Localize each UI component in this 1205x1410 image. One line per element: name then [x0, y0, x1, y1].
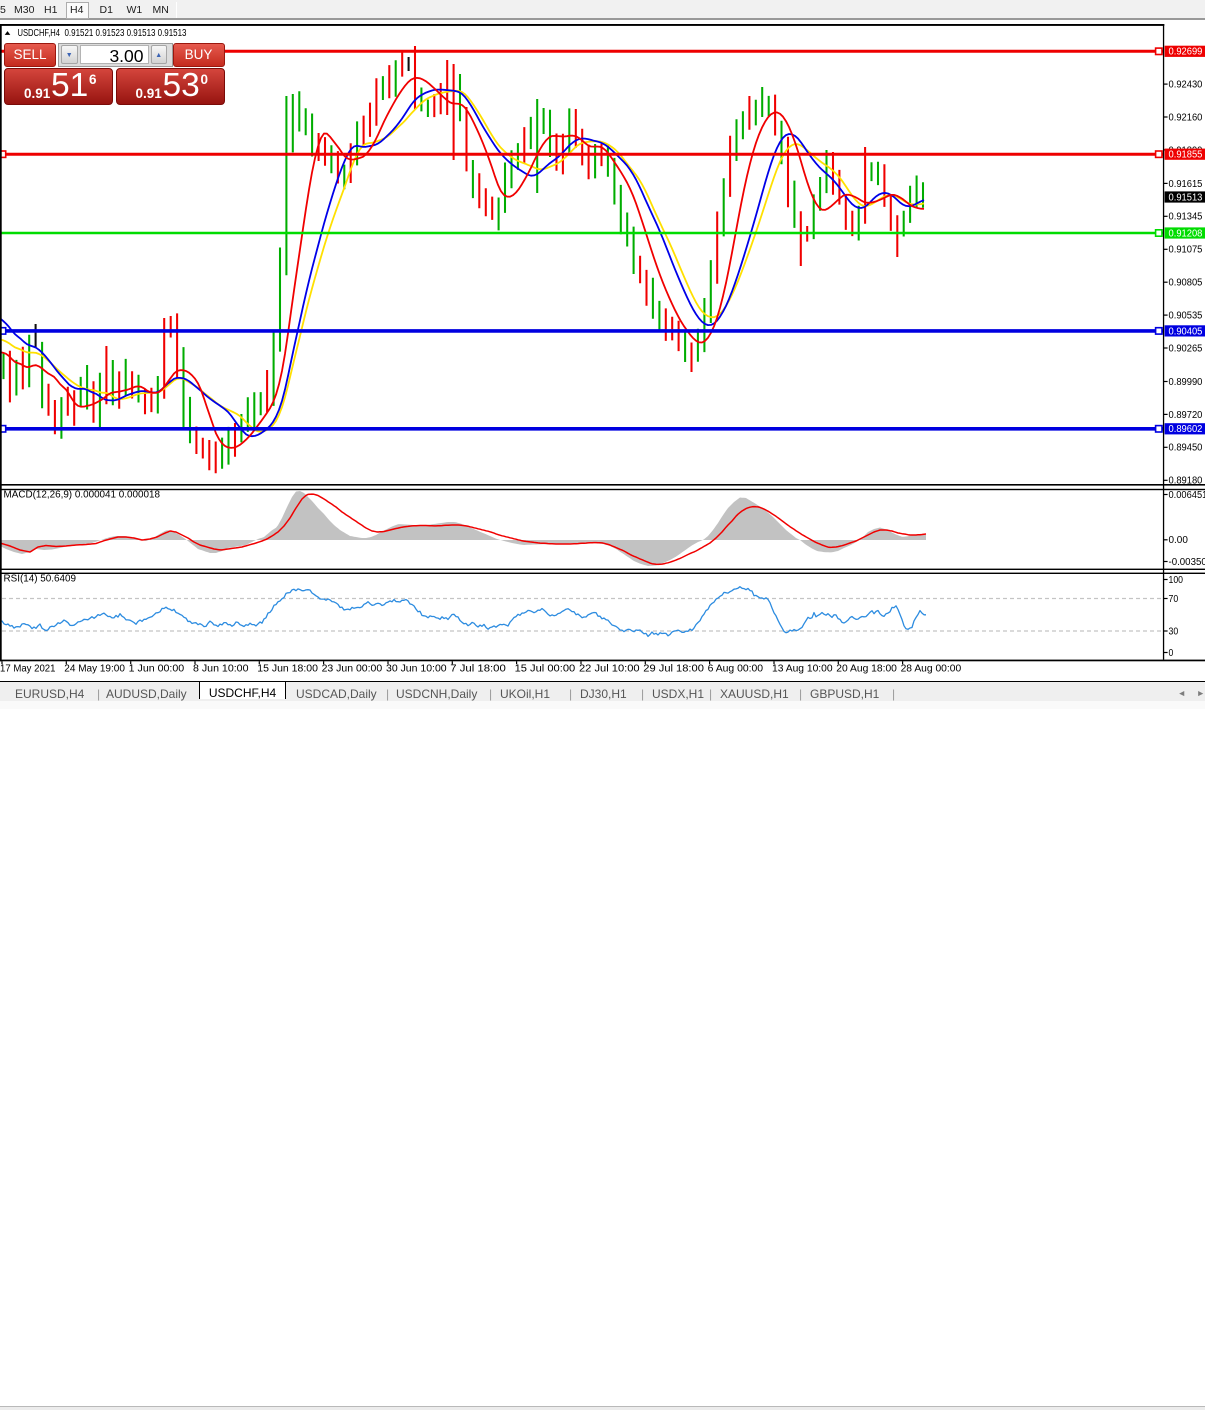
svg-text:7 Jul 18:00: 7 Jul 18:00	[450, 664, 506, 675]
svg-text:70: 70	[1169, 594, 1179, 605]
svg-text:0.91513: 0.91513	[1169, 192, 1203, 203]
svg-text:0.91208: 0.91208	[1169, 228, 1203, 239]
svg-text:0.89990: 0.89990	[1169, 377, 1203, 388]
svg-text:15 Jul 00:00: 15 Jul 00:00	[515, 664, 576, 675]
svg-text:20 Aug 18:00: 20 Aug 18:00	[836, 664, 897, 675]
svg-text:100: 100	[1169, 575, 1184, 586]
svg-text:15 Jun 18:00: 15 Jun 18:00	[257, 664, 318, 675]
svg-text:22 Jul 10:00: 22 Jul 10:00	[579, 664, 640, 675]
svg-text:0: 0	[1169, 648, 1174, 659]
svg-text:MACD(12,26,9) 0.000041 0.00001: MACD(12,26,9) 0.000041 0.000018	[4, 490, 161, 501]
svg-text:6 Aug 00:00: 6 Aug 00:00	[708, 664, 764, 675]
svg-text:USDCHF,H4: USDCHF,H4	[18, 28, 61, 39]
svg-text:0.89450: 0.89450	[1169, 443, 1203, 454]
svg-text:23 Jun 00:00: 23 Jun 00:00	[322, 664, 383, 675]
svg-text:0.92160: 0.92160	[1169, 112, 1203, 123]
svg-text:0.90535: 0.90535	[1169, 311, 1203, 322]
svg-text:0.91345: 0.91345	[1169, 212, 1203, 223]
svg-text:0.89720: 0.89720	[1169, 410, 1203, 421]
svg-text:30 Jun 10:00: 30 Jun 10:00	[386, 664, 447, 675]
svg-text:-0.003507: -0.003507	[1169, 557, 1205, 568]
svg-text:RSI(14) 50.6409: RSI(14) 50.6409	[4, 574, 77, 585]
svg-text:24 May 19:00: 24 May 19:00	[64, 664, 125, 675]
svg-text:0.91615: 0.91615	[1169, 179, 1203, 190]
svg-text:0.92430: 0.92430	[1169, 80, 1203, 91]
svg-text:0.00: 0.00	[1169, 535, 1189, 546]
svg-text:1 Jun 00:00: 1 Jun 00:00	[129, 664, 185, 675]
svg-text:17 May 2021: 17 May 2021	[0, 664, 56, 675]
svg-text:0.89180: 0.89180	[1169, 476, 1203, 487]
svg-text:0.91855: 0.91855	[1169, 150, 1203, 161]
svg-text:0.92699: 0.92699	[1169, 47, 1203, 58]
svg-text:0.90405: 0.90405	[1169, 326, 1203, 337]
svg-text:0.89602: 0.89602	[1169, 424, 1203, 435]
svg-text:29 Jul 18:00: 29 Jul 18:00	[643, 664, 704, 675]
svg-text:0.006451: 0.006451	[1169, 490, 1205, 501]
svg-text:0.91521 0.91523 0.91513 0.9151: 0.91521 0.91523 0.91513 0.91513	[65, 28, 187, 39]
svg-text:13 Aug 10:00: 13 Aug 10:00	[772, 664, 833, 675]
svg-text:28 Aug 00:00: 28 Aug 00:00	[901, 664, 962, 675]
svg-text:0.91075: 0.91075	[1169, 245, 1203, 256]
svg-text:0.90265: 0.90265	[1169, 343, 1203, 354]
svg-text:0.90805: 0.90805	[1169, 278, 1203, 289]
svg-text:8 Jun 10:00: 8 Jun 10:00	[193, 664, 249, 675]
svg-text:30: 30	[1169, 626, 1179, 637]
